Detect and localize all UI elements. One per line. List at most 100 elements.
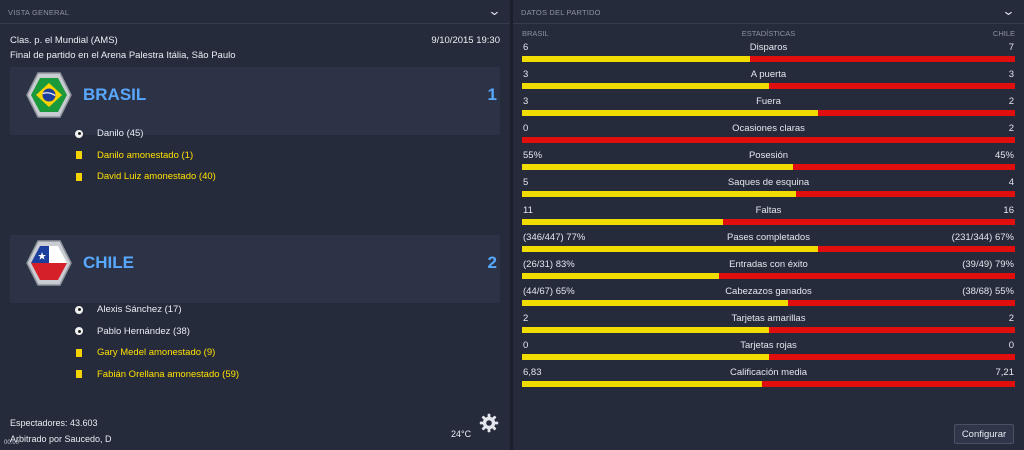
stat-row: 0 Tarjetas rojas 0 [522,337,1015,364]
stats-column-headers: BRASIL ESTADÍSTICAS CHILE [513,26,1024,38]
event-text: David Luiz amonestado (40) [97,171,216,183]
stat-home-value: (26/31) 83% [523,258,575,270]
stat-bar [522,110,1015,117]
stat-row: 5 Saques de esquina 4 [522,174,1015,201]
stat-bar [522,245,1015,252]
home-team-name[interactable]: BRASIL [83,85,147,104]
brazil-flag-badge-icon [26,72,72,118]
event-text: Danilo amonestado (1) [97,149,194,161]
yellow-card-icon [76,370,82,379]
away-team-score: 2 [487,253,497,272]
panel-divider[interactable] [510,0,513,450]
referee-label: Arbitrado por Saucedo, D [10,434,112,444]
stat-away-value: 7,21 [995,367,1015,379]
event-goal: Pablo Hernández (38) [74,321,239,343]
match-data-header: DATOS DEL PARTIDO ⌄ [513,0,1024,24]
stat-home-value: 55% [523,150,543,162]
chile-flag-badge-icon [26,240,72,286]
stat-away-value: 2 [1008,312,1014,324]
stat-label: Pases completados [727,231,810,243]
configure-button[interactable]: Configurar [954,424,1014,444]
event-text: Pablo Hernández (38) [97,325,190,337]
stat-home-value: 0 [523,340,529,352]
chevron-down-icon[interactable]: ⌄ [487,3,502,18]
stat-bar [522,191,1015,198]
away-team-name[interactable]: CHILE [83,253,134,272]
match-footer-info: Espectadores: 43.603 Arbitrado por Sauce… [10,415,112,447]
match-info: Clas. p. el Mundial (AMS) Final de parti… [10,33,500,63]
stat-home-value: 11 [523,204,533,216]
stat-away-value: 4 [1008,177,1014,189]
event-text: Gary Medel amonestado (9) [97,347,216,359]
stat-away-value: 2 [1008,123,1014,135]
event-yellow-card: David Luiz amonestado (40) [74,166,216,188]
stat-label: Calificación media [729,367,808,379]
stat-home-value: (44/67) 65% [523,285,575,297]
stat-row: 2 Tarjetas amarillas 2 [522,310,1015,337]
stat-row: 6 Disparos 7 [522,39,1015,66]
overview-header: VISTA GENERAL ⌄ [0,0,510,24]
stat-home-value: 5 [523,177,529,189]
stat-row: (346/447) 77% Pases completados (231/344) … [522,229,1015,256]
stat-bar [522,56,1015,62]
yellow-card-icon [76,348,82,357]
event-goal: Danilo (45) [74,123,216,145]
stat-bar-home-fill [522,381,762,388]
stat-away-value: 0 [1008,340,1014,352]
event-text: Alexis Sánchez (17) [97,304,182,316]
stat-away-value: (38/68) 55% [962,285,1014,297]
stat-label: Posesión [748,150,789,162]
stat-bar-home-fill [522,191,797,198]
competition-label: Clas. p. el Mundial (AMS) [10,35,118,46]
column-away: CHILE [992,29,1015,38]
stat-bar-home-fill [522,56,750,62]
stat-home-value: 3 [523,69,529,81]
event-text: Fabián Orellana amonestado (59) [97,368,240,380]
column-home: BRASIL [522,29,549,38]
stat-row: (44/67) 65% Cabezazos ganados (38/68) 55% [522,283,1015,310]
stat-label: Faltas [755,204,782,216]
stat-bar-home-fill [522,299,789,306]
stat-row: 0 Ocasiones claras 2 [522,120,1015,147]
stats-list: 6 Disparos 7 3 A puerta 3 3 Fuera 2 0 Ocasiones cl… [522,39,1015,391]
stat-bar [522,326,1015,333]
temperature-label: 24°C [451,429,472,439]
stat-bar [522,218,1015,225]
stat-bar-home-fill [522,272,720,279]
stat-row: (26/31) 83% Entradas con éxito (39/49) 79% [522,256,1015,283]
weather-gear-icon[interactable] [479,413,499,433]
stat-bar-home-fill [522,110,818,117]
chevron-down-icon[interactable]: ⌄ [1001,3,1016,18]
away-team-block: CHILE 2 Alexis Sánchez (17) Pablo Hernán… [10,235,500,380]
away-team-header[interactable]: CHILE 2 [10,235,500,303]
stat-label: A puerta [750,69,787,81]
stat-away-value: 7 [1008,42,1014,53]
stat-away-value: 2 [1008,96,1014,108]
match-data-title: DATOS DEL PARTIDO [521,8,601,17]
stat-label: Saques de esquina [727,177,810,189]
stat-bar [522,137,1015,144]
stat-away-value: (231/344) 67% [951,231,1014,243]
match-data-panel: DATOS DEL PARTIDO ⌄ BRASIL ESTADÍSTICAS … [513,0,1024,450]
stat-row: 6,83 Calificación media 7,21 [522,364,1015,391]
stat-home-value: 3 [523,96,529,108]
stat-away-value: (39/49) 79% [962,258,1014,270]
home-team-header[interactable]: BRASIL 1 [10,67,500,135]
yellow-card-icon [76,151,82,160]
stat-bar-home-fill [522,326,769,333]
stat-bar-home-fill [522,245,818,252]
away-events-list: Alexis Sánchez (17) Pablo Hernández (38)… [74,299,239,385]
stat-row: 3 A puerta 3 [522,66,1015,93]
overview-panel: VISTA GENERAL ⌄ Clas. p. el Mundial (AMS… [0,0,510,450]
stat-bar-home-fill [522,218,723,225]
goal-ball-icon [75,129,83,138]
event-yellow-card: Fabián Orellana amonestado (59) [74,364,239,386]
event-yellow-card: Gary Medel amonestado (9) [74,342,239,364]
stat-bar-home-fill [522,164,794,171]
stat-away-value: 45% [994,150,1014,162]
yellow-card-icon [76,172,82,181]
stat-bar [522,354,1015,361]
stat-label: Entradas con éxito [729,258,808,270]
stat-label: Disparos [749,42,788,53]
column-stats: ESTADÍSTICAS [741,29,796,38]
